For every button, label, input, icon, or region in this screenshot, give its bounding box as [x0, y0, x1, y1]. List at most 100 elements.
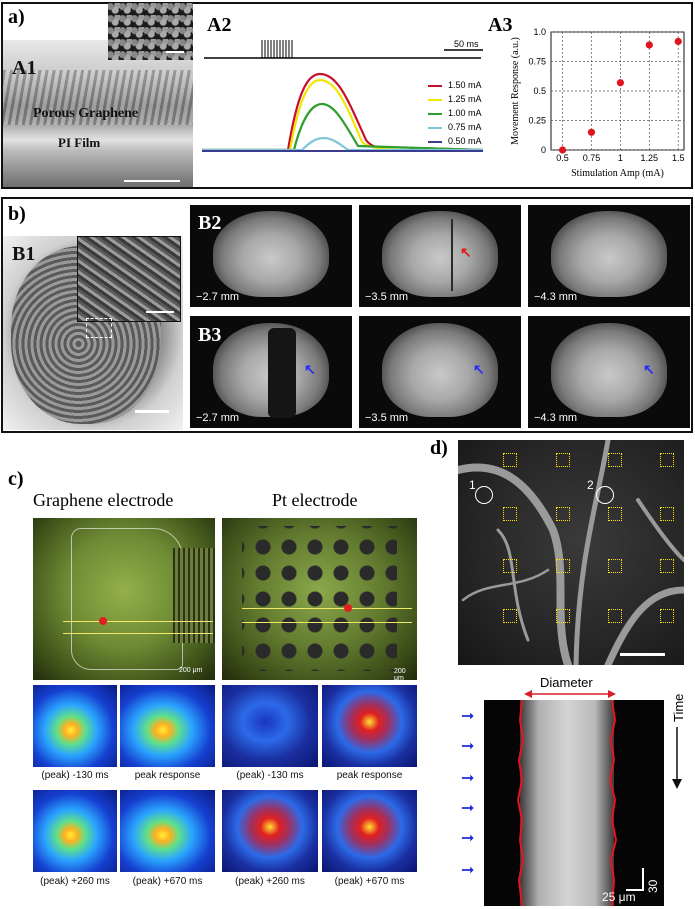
depth-label: −4.3 mm	[534, 291, 578, 303]
y-tick-label: 0	[541, 145, 546, 155]
heatmap-pt-2	[322, 685, 417, 767]
kymo-scale-horizontal	[626, 889, 644, 891]
heatmap-graphene-2	[120, 685, 215, 767]
pi-film-label: PI Film	[58, 135, 101, 150]
roi-box	[556, 609, 570, 623]
stimulus-arrow-icon: ➞	[461, 862, 475, 879]
kymo-scale-time: 30 s	[646, 879, 664, 893]
a3-label: A3	[488, 14, 513, 36]
roi-box	[660, 453, 674, 467]
y-tick-label: 0.5	[533, 86, 546, 96]
roi-label-2: 2	[587, 478, 594, 492]
y-axis-label: Movement Response (a.u.)	[510, 37, 521, 145]
caption: (peak) +260 ms	[235, 876, 305, 887]
a3-scatter-chart: 0.5 0.75 1 1.25 1.5 0 0.25 0.5 0.75 1.0 Stimulatio…	[510, 27, 685, 179]
heatmap-graphene-4	[120, 790, 215, 872]
mri-b3-1: ↖ −2.7 mm	[190, 316, 352, 428]
depth-label: −4.3 mm	[534, 412, 578, 424]
caption: peak response	[134, 770, 201, 781]
time-label: Time	[671, 693, 686, 722]
caption: (peak) -130 ms	[41, 770, 109, 781]
roi-box	[556, 453, 570, 467]
kymo-scale-vertical	[642, 868, 644, 890]
x-tick-label: 0.5	[556, 153, 569, 163]
kymo-scale-space: 25 μm	[602, 890, 636, 904]
panel-b	[1, 197, 693, 433]
stimulus-arrow-icon: ➞	[461, 830, 475, 847]
x-tick-label: 0.75	[583, 153, 601, 163]
b1-scale-bar	[135, 410, 169, 413]
caption: (peak) -130 ms	[236, 770, 304, 781]
blue-arrow-icon: ↖	[304, 361, 316, 377]
mri-b2-1: −2.7 mm	[190, 205, 352, 307]
scale-label: 200 μm	[394, 668, 406, 680]
a1-sem-image	[3, 40, 193, 187]
graphene-photo: 200 μm	[33, 518, 215, 680]
y-tick-label: 0.25	[528, 116, 546, 126]
data-point	[645, 41, 653, 49]
x-tick-label: 1.5	[672, 153, 685, 163]
caption: (peak) +260 ms	[40, 876, 110, 887]
heatmap-graphene-1	[33, 685, 117, 767]
stimulus-arrow-icon: ➞	[461, 738, 475, 755]
depth-label: −2.7 mm	[196, 412, 240, 424]
roi-box	[556, 559, 570, 573]
b3-label: B3	[198, 324, 222, 346]
y-tick-label: 0.75	[528, 57, 546, 67]
legend-item: 0.75 mA	[428, 122, 498, 134]
a1-label: A1	[12, 57, 37, 79]
heatmap-pt-4	[322, 790, 417, 872]
a2-traces	[202, 40, 484, 152]
roi-box	[503, 507, 517, 521]
b1-label: B1	[12, 243, 36, 265]
heatmap-pt-1	[222, 685, 318, 767]
legend-swatch	[428, 113, 442, 115]
roi-box	[608, 609, 622, 623]
roi-box	[608, 507, 622, 521]
mri-b3-3: ↖ −4.3 mm	[528, 316, 690, 428]
roi-box	[503, 559, 517, 573]
kymograph: 30 s 25 μm	[484, 700, 664, 906]
roi-label-1: 1	[469, 478, 476, 492]
legend-label: 0.50 mA	[448, 136, 482, 146]
data-point	[674, 37, 682, 46]
roi-circle-2	[596, 486, 614, 504]
legend-swatch	[428, 99, 442, 101]
data-point	[616, 79, 624, 87]
x-axis-label: Stimulation Amp (mA)	[571, 168, 664, 179]
stimulus-arrow-icon: ➞	[461, 708, 475, 725]
legend-item: 1.00 mA	[428, 108, 498, 120]
stimulus-arrow-icon: ➞	[461, 800, 475, 817]
roi-box	[503, 453, 517, 467]
b1-inset-image	[77, 236, 181, 322]
data-point	[587, 128, 596, 136]
y-tick-label: 1.0	[533, 27, 546, 37]
diameter-arrow	[524, 690, 616, 698]
depth-label: −3.5 mm	[365, 291, 409, 303]
a1-inset-image	[108, 3, 193, 60]
red-arrow-icon: ↖	[460, 244, 472, 260]
mri-b2-3: −4.3 mm	[528, 205, 690, 307]
roi-box	[608, 453, 622, 467]
mri-b3-2: ↖ −3.5 mm	[359, 316, 521, 428]
legend-swatch	[428, 141, 442, 143]
roi-circle-1	[475, 486, 493, 504]
roi-box	[660, 507, 674, 521]
depth-label: −3.5 mm	[365, 412, 409, 424]
x-tick-label: 1	[618, 153, 623, 163]
legend-item: 0.50 mA	[428, 136, 498, 148]
b2-label: B2	[198, 212, 222, 234]
d-scale-bar	[620, 653, 665, 656]
stimulus-arrow-icon: ➞	[461, 770, 475, 787]
b1-zoom-box	[86, 318, 112, 338]
vessel-image: 1 2	[458, 440, 684, 665]
scale-label: 200 μm	[179, 667, 203, 674]
diameter-label: Diameter	[540, 675, 593, 690]
heatmap-pt-3	[222, 790, 318, 872]
a2-scale-label: 50 ms	[454, 39, 479, 49]
caption: (peak) +670 ms	[132, 876, 203, 887]
mri-b2-2: ↖ −3.5 mm	[359, 205, 521, 307]
a2-label: A2	[207, 14, 232, 36]
roi-box	[608, 559, 622, 573]
pt-title: Pt electrode	[272, 490, 358, 510]
